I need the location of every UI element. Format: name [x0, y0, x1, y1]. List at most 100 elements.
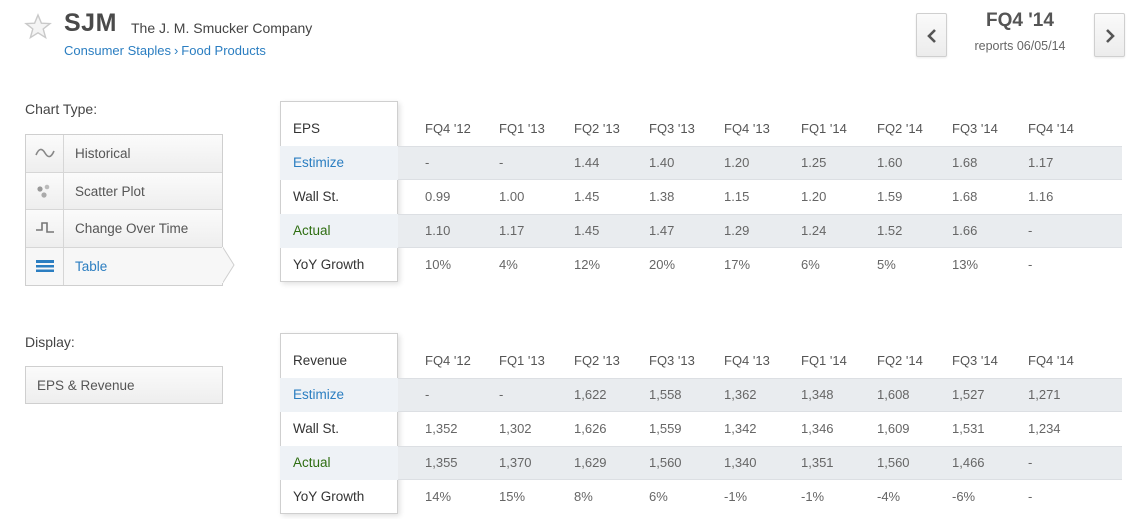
- revenue-table-row: Wall St. 1,352 1,302 1,626 1,559 1,342 1,346 1,…: [280, 412, 1122, 446]
- revenue-cell: 1,351: [801, 455, 834, 470]
- eps-period-header: FQ4 '12: [425, 121, 471, 136]
- chart-type-table[interactable]: Table: [26, 247, 222, 285]
- ticker-symbol: SJM: [64, 9, 117, 37]
- eps-cell: 1.68: [952, 155, 978, 170]
- revenue-cell: 1,608: [877, 387, 910, 402]
- eps-cell: 1.29: [724, 223, 750, 238]
- revenue-cell: 14%: [425, 489, 452, 504]
- favorite-star-icon[interactable]: [24, 13, 52, 41]
- industry-link[interactable]: Food Products: [181, 43, 266, 58]
- chevron-right-icon: [1106, 29, 1115, 43]
- revenue-cell: -4%: [877, 489, 901, 504]
- eps-cell: -: [1028, 257, 1033, 272]
- eps-cell: 1.00: [499, 189, 525, 204]
- step-icon: [36, 222, 54, 233]
- current-period: FQ4 '14: [986, 10, 1054, 31]
- display-select-button[interactable]: EPS & Revenue: [25, 366, 223, 404]
- chart-type-label-scatter: Scatter Plot: [75, 183, 145, 199]
- eps-cell: 13%: [952, 257, 979, 272]
- eps-table-row: YoY Growth 10% 4% 12% 20% 17% 6% 5% 13% -: [280, 248, 1122, 282]
- revenue-cell: 1,527: [952, 387, 985, 402]
- eps-cell: 1.68: [952, 189, 978, 204]
- eps-table-row: Estimize - - 1.44 1.40 1.20 1.25 1.60 1.68 1.17: [280, 146, 1122, 180]
- revenue-row-label[interactable]: Estimize: [293, 387, 345, 402]
- revenue-cell: -: [1028, 489, 1033, 504]
- eps-cell: 1.25: [801, 155, 827, 170]
- active-pointer-icon: [222, 246, 235, 284]
- next-period-button[interactable]: [1094, 13, 1125, 57]
- revenue-cell: 1,626: [574, 421, 607, 436]
- chart-type-scatter-plot[interactable]: Scatter Plot: [26, 172, 222, 210]
- eps-cell: 1.66: [952, 223, 978, 238]
- revenue-cell: 1,302: [499, 421, 532, 436]
- revenue-cell: 1,340: [724, 455, 757, 470]
- revenue-cell: 1,609: [877, 421, 910, 436]
- table-icon: [36, 259, 54, 272]
- eps-cell: 1.10: [425, 223, 451, 238]
- revenue-period-header: FQ1 '13: [499, 353, 545, 368]
- eps-cell: 1.44: [574, 155, 600, 170]
- display-label: Display:: [25, 334, 75, 350]
- revenue-row-label: YoY Growth: [293, 489, 365, 504]
- revenue-cell: 1,234: [1028, 421, 1061, 436]
- eps-cell: 20%: [649, 257, 676, 272]
- eps-cell: 10%: [425, 257, 452, 272]
- revenue-table-title: Revenue: [293, 353, 348, 368]
- eps-cell: 4%: [499, 257, 518, 272]
- eps-cell: 1.24: [801, 223, 827, 238]
- eps-row-label[interactable]: Estimize: [293, 155, 345, 170]
- revenue-cell: 1,560: [649, 455, 682, 470]
- eps-period-header: FQ1 '14: [801, 121, 847, 136]
- revenue-cell: 1,362: [724, 387, 757, 402]
- breadcrumb-separator: ›: [173, 43, 179, 58]
- previous-period-button[interactable]: [916, 13, 947, 57]
- scatter-icon: [37, 184, 50, 198]
- eps-cell: 1.17: [1028, 155, 1054, 170]
- eps-cell: -: [499, 155, 504, 170]
- revenue-cell: 1,622: [574, 387, 607, 402]
- eps-cell: 1.60: [877, 155, 903, 170]
- chart-type-historical[interactable]: Historical: [26, 135, 222, 173]
- eps-row-label: Wall St.: [293, 189, 340, 204]
- eps-cell: 5%: [877, 257, 896, 272]
- sector-link[interactable]: Consumer Staples: [64, 43, 171, 58]
- report-date: reports 06/05/14: [974, 39, 1066, 53]
- eps-cell: 1.16: [1028, 189, 1054, 204]
- eps-cell: 1.40: [649, 155, 675, 170]
- eps-header-row: EPS FQ4 '12 FQ1 '13 FQ2 '13 FQ3 '13 FQ4 '13 FQ…: [280, 101, 1122, 146]
- revenue-period-header: FQ3 '14: [952, 353, 998, 368]
- revenue-table-row: Estimize - - 1,622 1,558 1,362 1,348 1,608 1,527…: [280, 378, 1122, 412]
- eps-row-label: YoY Growth: [293, 257, 365, 272]
- chevron-left-icon: [927, 29, 936, 43]
- eps-row-label: Actual: [293, 223, 331, 238]
- eps-cell: 1.59: [877, 189, 903, 204]
- eps-period-header: FQ2 '14: [877, 121, 923, 136]
- revenue-table-row: YoY Growth 14% 15% 8% 6% -1% -1% -4% -6% -: [280, 480, 1122, 514]
- revenue-table-row: Actual 1,355 1,370 1,629 1,560 1,340 1,351 1,56…: [280, 446, 1122, 480]
- revenue-cell: 1,629: [574, 455, 607, 470]
- revenue-cell: -6%: [952, 489, 976, 504]
- eps-cell: 1.52: [877, 223, 903, 238]
- eps-period-header: FQ3 '13: [649, 121, 695, 136]
- revenue-period-header: FQ3 '13: [649, 353, 695, 368]
- eps-cell: 1.15: [724, 189, 750, 204]
- revenue-cell: 1,558: [649, 387, 682, 402]
- eps-table-title: EPS: [293, 121, 321, 136]
- eps-period-header: FQ3 '14: [952, 121, 998, 136]
- eps-table-row: Actual 1.10 1.17 1.45 1.47 1.29 1.24 1.52 1.66 -: [280, 214, 1122, 248]
- revenue-period-header: FQ2 '13: [574, 353, 620, 368]
- revenue-period-header: FQ4 '12: [425, 353, 471, 368]
- company-name: The J. M. Smucker Company: [131, 20, 313, 36]
- eps-period-header: FQ1 '13: [499, 121, 545, 136]
- eps-cell: 0.99: [425, 189, 451, 204]
- revenue-cell: 1,466: [952, 455, 985, 470]
- eps-cell: 1.45: [574, 189, 600, 204]
- revenue-period-header: FQ2 '14: [877, 353, 923, 368]
- revenue-cell: 1,531: [952, 421, 985, 436]
- revenue-cell: 1,271: [1028, 387, 1061, 402]
- eps-period-header: FQ4 '14: [1028, 121, 1074, 136]
- revenue-cell: 6%: [649, 489, 668, 504]
- revenue-cell: 1,346: [801, 421, 834, 436]
- eps-cell: 1.45: [574, 223, 600, 238]
- chart-type-change-over-time[interactable]: Change Over Time: [26, 210, 222, 248]
